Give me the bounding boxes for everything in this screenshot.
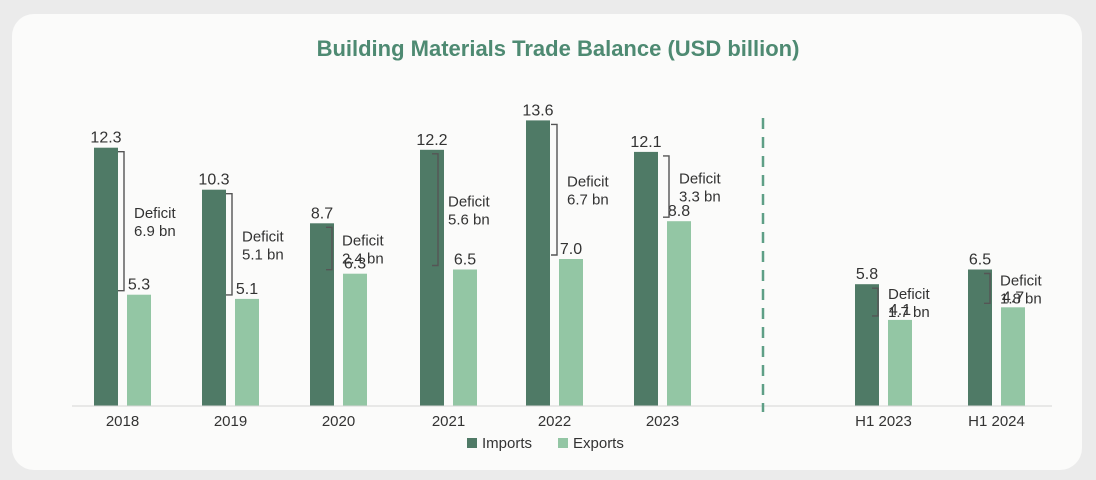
trade-balance-chart: Building Materials Trade Balance (USD bi… (72, 36, 1052, 452)
category-label-h1-2023: H1 2023 (855, 413, 912, 430)
value-label-imports-h1-2023: 5.8 (856, 266, 878, 283)
deficit-label-2022: Deficit (567, 174, 610, 191)
value-label-exports-h1-2024: 4.7 (1002, 289, 1024, 306)
deficit-bracket-2019 (226, 193, 233, 296)
category-label-2021: 2021 (432, 413, 465, 430)
deficit-value-h1-2023: 1.7 bn (888, 304, 930, 321)
bar-exports-2020 (343, 273, 367, 406)
deficit-label-2023: Deficit (679, 171, 722, 188)
deficit-bracket-2020 (326, 226, 333, 271)
deficit-value-2019: 5.1 bn (242, 246, 284, 263)
bar-exports-2021 (453, 269, 477, 406)
legend-label-imports: Imports (482, 435, 532, 452)
value-label-imports-2022: 13.6 (522, 102, 553, 119)
deficit-value-2021: 5.6 bn (448, 212, 490, 229)
legend-swatch-imports (467, 438, 477, 448)
deficit-label-2019: Deficit (242, 228, 285, 245)
bar-exports-2023 (667, 221, 691, 406)
legend-swatch-exports (558, 438, 568, 448)
value-label-imports-2019: 10.3 (198, 172, 229, 189)
category-label-2022: 2022 (538, 413, 571, 430)
bar-exports-2022 (559, 259, 583, 406)
value-label-exports-2022: 7.0 (560, 241, 582, 258)
value-label-exports-2021: 6.5 (454, 252, 476, 269)
deficit-bracket-2021 (432, 153, 439, 267)
category-label-2020: 2020 (322, 413, 355, 430)
legend-label-exports: Exports (573, 435, 624, 452)
legend: Imports Exports (467, 435, 624, 452)
value-label-exports-2018: 5.3 (128, 277, 150, 294)
value-label-imports-2021: 12.2 (416, 132, 447, 149)
deficit-label-2020: Deficit (342, 233, 385, 250)
deficit-bracket-2022 (551, 123, 558, 256)
bar-imports-2021 (420, 149, 444, 407)
category-label-2023: 2023 (646, 413, 679, 430)
deficit-label-2021: Deficit (448, 194, 491, 211)
bar-imports-2019 (202, 189, 226, 406)
deficit-bracket-h1-2023 (872, 287, 879, 317)
deficit-bracket-2023 (663, 155, 670, 218)
bar-exports-h1-2024 (1001, 307, 1025, 406)
deficit-label-2018: Deficit (134, 205, 177, 222)
bar-imports-2022 (526, 120, 550, 407)
deficit-label-h1-2023: Deficit (888, 286, 931, 303)
deficit-value-2023: 3.3 bn (679, 189, 721, 206)
value-label-exports-2019: 5.1 (236, 281, 258, 298)
bar-exports-h1-2023 (888, 319, 912, 406)
deficit-bracket-2018 (118, 151, 125, 292)
value-label-exports-2023: 8.8 (668, 203, 690, 220)
deficit-value-2018: 6.9 bn (134, 223, 176, 240)
value-label-imports-2018: 12.3 (90, 130, 121, 147)
chart-title: Building Materials Trade Balance (USD bi… (317, 36, 800, 61)
deficit-value-2022: 6.7 bn (567, 192, 609, 209)
bar-exports-2018 (127, 294, 151, 406)
bar-imports-h1-2023 (855, 284, 879, 406)
deficit-bracket-h1-2024 (984, 272, 991, 304)
value-label-exports-2020: 6.3 (344, 256, 366, 273)
bar-imports-h1-2024 (968, 269, 992, 406)
bar-exports-2019 (235, 298, 259, 406)
bar-imports-2023 (634, 151, 658, 406)
bar-imports-2020 (310, 223, 334, 406)
value-label-imports-h1-2024: 6.5 (969, 252, 991, 269)
deficit-value-h1-2024: 1.8 bn (1000, 290, 1042, 307)
category-label-h1-2024: H1 2024 (968, 413, 1025, 430)
category-label-2018: 2018 (106, 413, 139, 430)
bar-imports-2018 (94, 147, 118, 406)
chart-card: Building Materials Trade Balance (USD bi… (12, 14, 1082, 470)
category-label-2019: 2019 (214, 413, 247, 430)
value-label-exports-h1-2023: 4.1 (889, 302, 911, 319)
value-label-imports-2020: 8.7 (311, 205, 333, 222)
value-label-imports-2023: 12.1 (630, 134, 661, 151)
deficit-value-2020: 2.4 bn (342, 251, 384, 268)
deficit-label-h1-2024: Deficit (1000, 272, 1043, 289)
